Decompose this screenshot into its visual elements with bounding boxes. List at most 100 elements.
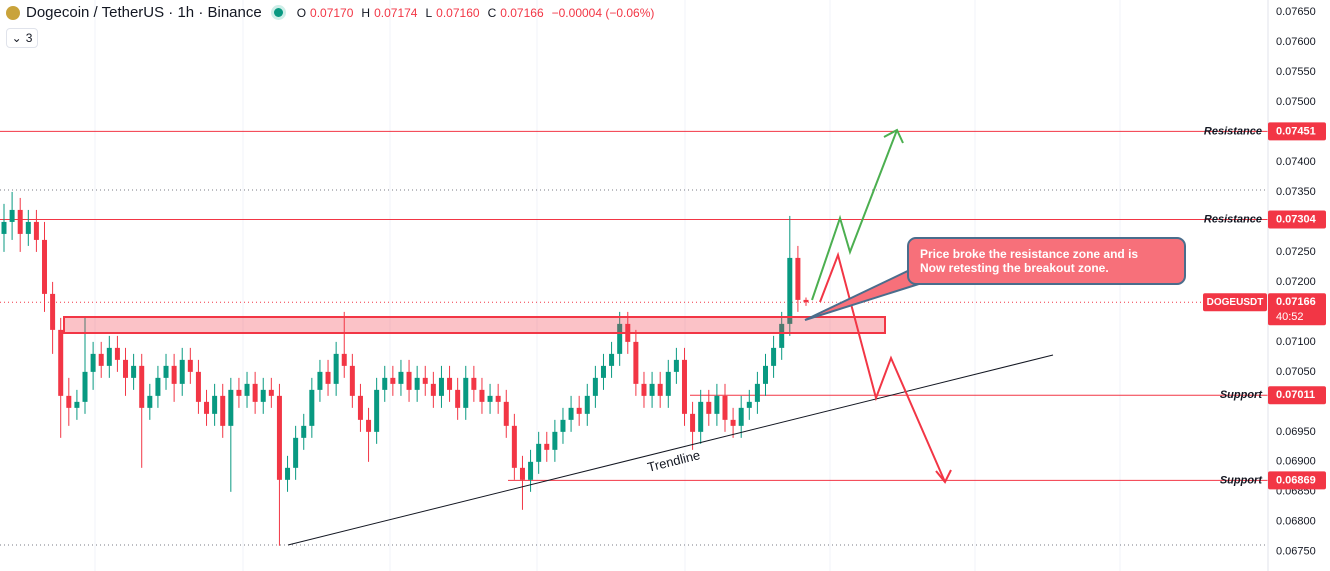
ohlc-value: 0.07160 bbox=[436, 5, 480, 20]
symbol-title: Dogecoin / TetherUS · 1h · Binance bbox=[26, 4, 262, 21]
candle-body bbox=[317, 371, 323, 390]
candle-body bbox=[455, 389, 461, 408]
candle-body bbox=[260, 389, 266, 402]
y-tick-label: 0.06900 bbox=[1276, 456, 1316, 468]
candle-body bbox=[98, 353, 104, 366]
candle-body bbox=[787, 257, 793, 324]
candle-body bbox=[414, 377, 420, 390]
candle-body bbox=[276, 395, 282, 480]
levels: Resistance Resistance Support Support bbox=[0, 125, 1268, 486]
ohlc-key: L bbox=[425, 5, 433, 20]
countdown: 40:52 bbox=[1276, 311, 1304, 323]
candle-body bbox=[795, 257, 801, 300]
candle-body bbox=[528, 461, 534, 480]
resistance-zone bbox=[63, 316, 886, 334]
candle-body bbox=[600, 365, 606, 378]
candle-body bbox=[673, 359, 679, 372]
candle-body bbox=[228, 389, 234, 426]
ohlc-value: 0.07166 bbox=[500, 5, 544, 20]
candle-body bbox=[204, 401, 210, 414]
ohlc-value: 0.07174 bbox=[374, 5, 418, 20]
candle-body bbox=[9, 209, 15, 222]
price-badge-text: 0.07451 bbox=[1276, 125, 1316, 137]
y-tick-label: 0.06800 bbox=[1276, 516, 1316, 528]
y-tick-label: 0.07200 bbox=[1276, 276, 1316, 288]
y-tick-label: 0.07100 bbox=[1276, 336, 1316, 348]
candle-body bbox=[147, 395, 153, 408]
ohlc-key: C bbox=[487, 5, 497, 20]
level-label: Support bbox=[1220, 389, 1263, 401]
candle-body bbox=[33, 221, 39, 240]
candle-body bbox=[333, 353, 339, 384]
level-label: Resistance bbox=[1204, 213, 1262, 225]
coin-icon bbox=[6, 5, 20, 20]
chevron: ⌄ bbox=[11, 31, 22, 45]
candle-body bbox=[803, 299, 809, 303]
candle-body bbox=[366, 419, 372, 432]
candle-body bbox=[285, 467, 291, 480]
arrow-head bbox=[935, 469, 952, 484]
trendline-label: Trendline bbox=[646, 447, 702, 475]
candle-body bbox=[58, 329, 64, 396]
candle-body bbox=[447, 377, 453, 390]
price-badge-text: 0.07011 bbox=[1276, 389, 1315, 401]
candle-body bbox=[139, 365, 145, 408]
candle-body bbox=[123, 359, 129, 378]
callout-text: Price broke the resistance zone and is bbox=[920, 247, 1138, 261]
indicator-toggle[interactable]: ⌄ 3 bbox=[6, 28, 38, 48]
candle-body bbox=[730, 419, 736, 426]
change: −0.00004 (−0.06%) bbox=[551, 5, 655, 20]
candle-body bbox=[698, 401, 704, 432]
candle-body bbox=[438, 377, 444, 396]
candle-body bbox=[609, 353, 615, 366]
y-tick-label: 0.07350 bbox=[1276, 186, 1316, 198]
axis-labels: 0.07650 0.07600 0.07550 0.07500 0.07400 0.073… bbox=[1203, 6, 1326, 558]
candle-body bbox=[422, 377, 428, 384]
ohlc-value: 0.07170 bbox=[310, 5, 354, 20]
candle-body bbox=[74, 401, 80, 408]
ohlc-key: H bbox=[361, 5, 371, 20]
candle-body bbox=[1, 221, 7, 234]
candle-body bbox=[82, 371, 88, 402]
candle-body bbox=[617, 323, 623, 354]
candle-body bbox=[244, 383, 250, 396]
status-dot bbox=[273, 8, 283, 17]
candles bbox=[1, 191, 809, 546]
candle-body bbox=[25, 221, 31, 234]
current-price-text: 0.07166 bbox=[1276, 296, 1316, 308]
candle-body bbox=[649, 383, 655, 396]
y-tick-label: 0.07550 bbox=[1276, 66, 1316, 78]
candle-body bbox=[236, 389, 242, 396]
callout-box bbox=[907, 237, 1186, 285]
level-label: Support bbox=[1220, 474, 1263, 486]
candle-body bbox=[374, 389, 380, 432]
current-price-badge bbox=[1268, 293, 1326, 326]
candle-body bbox=[171, 365, 177, 384]
candle-body bbox=[511, 425, 517, 468]
candle-body bbox=[163, 365, 169, 378]
price-badge-text: 0.06869 bbox=[1276, 474, 1316, 486]
candle-body bbox=[341, 353, 347, 366]
candle-body bbox=[430, 383, 436, 396]
candle-body bbox=[706, 401, 712, 414]
candle-body bbox=[754, 383, 760, 402]
candle-body bbox=[195, 371, 201, 402]
candle-body bbox=[714, 395, 720, 414]
candle-body bbox=[495, 395, 501, 402]
candle-body bbox=[519, 467, 525, 480]
candle-body bbox=[690, 413, 696, 432]
candle-body bbox=[463, 377, 469, 408]
candle-body bbox=[293, 437, 299, 468]
candle-body bbox=[309, 389, 315, 426]
bullish-path bbox=[811, 129, 898, 301]
callout-text: Now retesting the breakout zone. bbox=[920, 261, 1109, 275]
candle-body bbox=[560, 419, 566, 432]
price-badge bbox=[1268, 122, 1326, 141]
vertical-grid bbox=[94, 0, 1121, 571]
candle-body bbox=[665, 371, 671, 396]
candle-body bbox=[536, 443, 542, 462]
candle-body bbox=[357, 395, 363, 420]
candle-body bbox=[762, 365, 768, 384]
